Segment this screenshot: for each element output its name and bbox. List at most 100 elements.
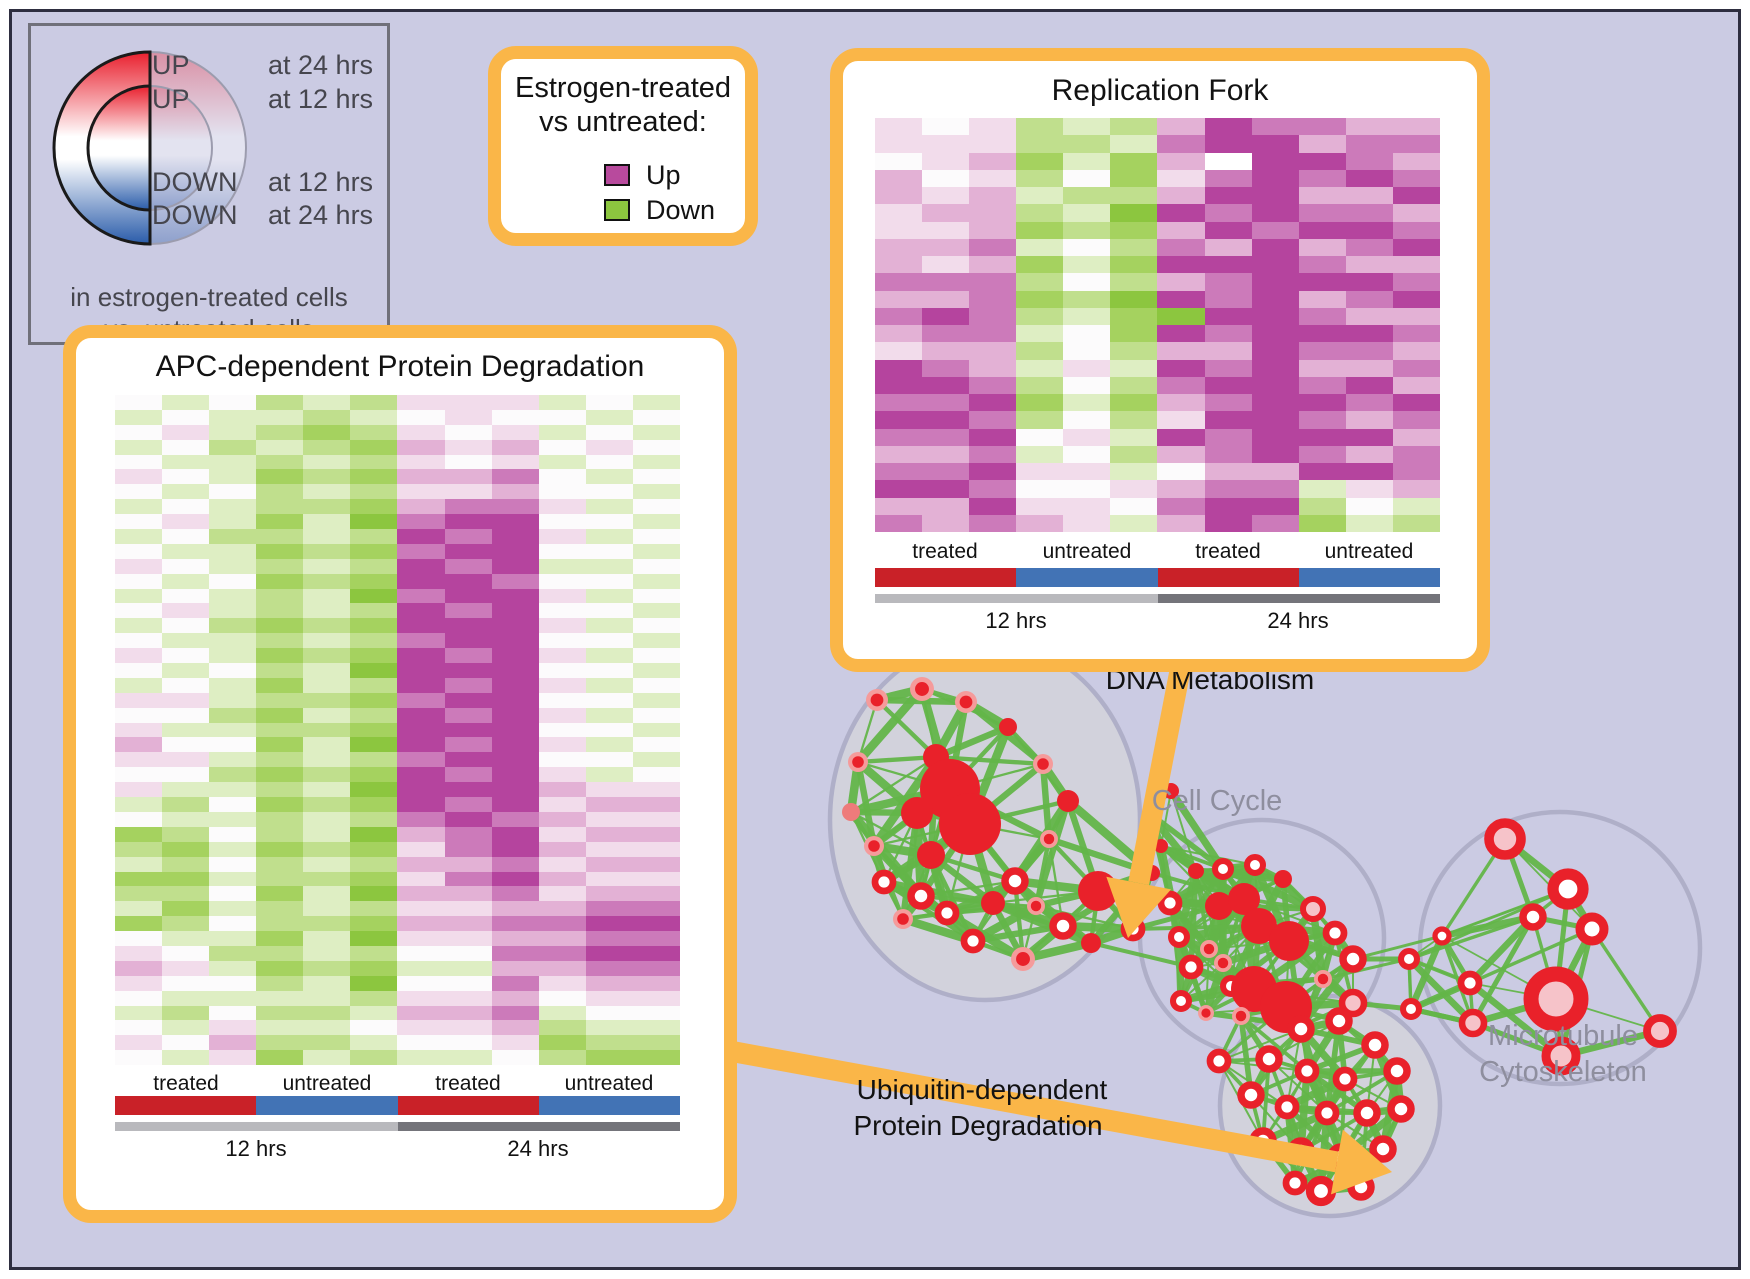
heatmap-cell bbox=[1157, 411, 1205, 429]
heatmap-cell bbox=[350, 514, 398, 530]
heatmap-row bbox=[115, 931, 680, 946]
heatmap-cell bbox=[1345, 238, 1393, 256]
heatmap-cell bbox=[1157, 307, 1205, 325]
heatmap-cell bbox=[1298, 394, 1346, 412]
heatmap-cell bbox=[303, 648, 351, 664]
heatmap-row bbox=[115, 618, 680, 634]
heatmap-cell bbox=[256, 514, 304, 530]
legend-up-24-time: at 24 hrs bbox=[268, 50, 374, 80]
heatmap-cell bbox=[538, 633, 586, 649]
heatmap-cell bbox=[256, 990, 304, 1006]
heatmap-cell bbox=[397, 841, 445, 857]
heatmap-cell bbox=[303, 454, 351, 470]
heatmap-cell bbox=[209, 782, 257, 798]
heatmap-row bbox=[115, 573, 680, 589]
network-node bbox=[1400, 998, 1422, 1020]
heatmap-cell bbox=[209, 767, 257, 783]
heatmap-cell bbox=[491, 916, 539, 932]
heatmap-cell bbox=[538, 573, 586, 589]
heatmap-cell bbox=[397, 454, 445, 470]
heatmap-cell bbox=[256, 782, 304, 798]
heatmap-cell bbox=[1251, 273, 1299, 291]
heatmap-cell bbox=[162, 737, 210, 753]
heatmap-row bbox=[115, 648, 680, 664]
heatmap-cell bbox=[1063, 445, 1111, 463]
heatmap-row bbox=[115, 395, 680, 410]
heatmap-cell bbox=[444, 484, 492, 500]
heatmap-cell bbox=[209, 543, 257, 559]
heatmap-cell bbox=[256, 484, 304, 500]
heatmap-cell bbox=[585, 529, 633, 544]
heatmap-cell bbox=[444, 1050, 492, 1066]
heatmap-cell bbox=[115, 886, 163, 902]
heatmap-cell bbox=[256, 395, 304, 410]
heatmap-cell bbox=[538, 871, 586, 887]
heatmap-cell bbox=[444, 573, 492, 589]
heatmap-cell bbox=[1016, 497, 1064, 515]
heatmap-cell bbox=[162, 409, 210, 425]
heatmap-cell bbox=[209, 409, 257, 425]
heatmap-cell bbox=[632, 633, 680, 649]
heatmap-cell bbox=[444, 558, 492, 574]
heatmap-cell bbox=[115, 409, 163, 425]
network-node bbox=[1369, 1135, 1397, 1163]
network-edge bbox=[1033, 838, 1052, 907]
heatmap-cell bbox=[162, 677, 210, 693]
heatmap-row bbox=[115, 707, 680, 723]
heatmap-cell bbox=[1157, 256, 1205, 274]
treatment-bar-segment bbox=[1157, 568, 1299, 587]
heatmap-cell bbox=[1298, 325, 1346, 343]
heatmap-row bbox=[115, 916, 680, 932]
heatmap-cell bbox=[1392, 135, 1440, 153]
legend-up-12-time: at 12 hrs bbox=[268, 84, 374, 114]
rf-24hrs-label: 24 hrs bbox=[1267, 608, 1329, 633]
heatmap-cell bbox=[585, 603, 633, 619]
heatmap-cell bbox=[303, 826, 351, 842]
heatmap-cell bbox=[538, 499, 586, 515]
heatmap-cell bbox=[1298, 497, 1346, 515]
heatmap-cell bbox=[209, 752, 257, 768]
heatmap-cell bbox=[585, 395, 633, 410]
heatmap-cell bbox=[1110, 376, 1158, 394]
heatmap-cell bbox=[350, 573, 398, 589]
heatmap-cell bbox=[1251, 187, 1299, 205]
heatmap-cell bbox=[303, 811, 351, 827]
heatmap-cell bbox=[209, 931, 257, 946]
heatmap-cell bbox=[1063, 463, 1111, 481]
heatmap-row bbox=[875, 290, 1440, 308]
heatmap-cell bbox=[303, 1005, 351, 1021]
heatmap-cell bbox=[632, 1035, 680, 1051]
heatmap-cell bbox=[1392, 256, 1440, 274]
heatmap-cell bbox=[969, 238, 1017, 256]
heatmap-cell bbox=[1016, 221, 1064, 239]
heatmap-cell bbox=[1016, 445, 1064, 463]
heatmap-cell bbox=[585, 409, 633, 425]
heatmap-cell bbox=[1392, 445, 1440, 463]
heatmap-cell bbox=[209, 1020, 257, 1036]
heatmap-cell bbox=[538, 469, 586, 485]
heatmap-cell bbox=[444, 663, 492, 678]
network-node-core bbox=[1203, 943, 1215, 955]
heatmap-cell bbox=[969, 394, 1017, 412]
heatmap-cell bbox=[444, 782, 492, 798]
heatmap-cell bbox=[1392, 290, 1440, 308]
network-node bbox=[1282, 1170, 1308, 1196]
network-node bbox=[1269, 921, 1309, 961]
heatmap-cell bbox=[1157, 376, 1205, 394]
heatmap-cell bbox=[1204, 135, 1252, 153]
heatmap-cell bbox=[922, 376, 970, 394]
heatmap-cell bbox=[444, 901, 492, 917]
heatmap-cell bbox=[1063, 256, 1111, 274]
network-node bbox=[1458, 1008, 1488, 1038]
down-label: Down bbox=[646, 195, 716, 225]
heatmap-cell bbox=[632, 722, 680, 738]
heatmap-row bbox=[115, 737, 680, 753]
heatmap-cell bbox=[632, 960, 680, 976]
heatmap-row bbox=[115, 424, 680, 440]
heatmap-cell bbox=[115, 454, 163, 470]
heatmap-cell bbox=[922, 359, 970, 377]
heatmap-cell bbox=[256, 856, 304, 872]
heatmap-cell bbox=[397, 871, 445, 887]
heatmap-cell bbox=[397, 990, 445, 1006]
heatmap-cell bbox=[209, 737, 257, 753]
